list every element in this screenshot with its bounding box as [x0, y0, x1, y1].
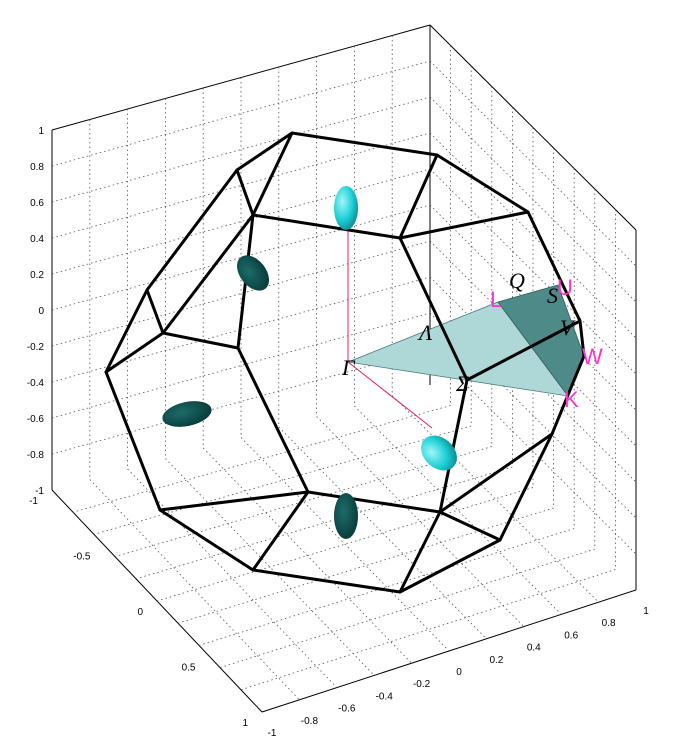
bottom-tick-label: -0.6 [338, 704, 356, 715]
grid-line [391, 395, 599, 603]
bottom-tick-label: 0.2 [489, 655, 503, 666]
z-tick-label: -0.6 [27, 414, 45, 425]
v-label: V [560, 315, 576, 340]
z-tick-label: -0.8 [27, 450, 45, 461]
bottom-tick-label: -0.2 [413, 679, 431, 690]
grid-line [354, 405, 562, 615]
s-label: S [547, 283, 558, 308]
bottom-tick-label: 0.8 [602, 618, 616, 629]
point-l-label: L [490, 287, 502, 312]
pocket-left [162, 401, 212, 427]
grid-line [429, 348, 637, 555]
point-w-label: W [582, 344, 603, 369]
pocket-right [421, 435, 457, 471]
left-tick-label: 0.5 [182, 663, 196, 674]
left-axis-ticks: -1 -0.5 0 0.5 1 [29, 496, 248, 729]
bottom-tick-label: 0.4 [527, 643, 541, 654]
lambda-label: Λ [417, 320, 433, 345]
bottom-axis-ticks: -1 -0.8 -0.6 -0.4 -0.2 0 0.2 0.4 0.6 0.8 1 [268, 606, 650, 739]
pocket-top [334, 186, 358, 230]
grid-line [240, 437, 450, 652]
grid-line [177, 507, 554, 624]
grid-line [165, 458, 375, 676]
pocket-upper-left [236, 255, 270, 291]
bottom-tick-label: 1 [643, 606, 649, 617]
sigma-label: Σ [455, 371, 469, 396]
z-axis-ticks: 1 0.8 0.6 0.4 0.2 0 -0.2 -0.4 -0.6 -0.8 -1 [27, 126, 45, 497]
grid-line [429, 312, 637, 519]
gamma-label: Γ [341, 355, 356, 380]
z-tick-label: -0.4 [27, 378, 45, 389]
grid-line [89, 479, 300, 701]
z-tick-label: 0.2 [30, 270, 44, 281]
bottom-tick-label: -1 [268, 728, 277, 739]
grid-line [127, 468, 338, 688]
z-tick-label: 0.4 [30, 234, 44, 245]
z-tick-label: 1 [38, 126, 44, 137]
z-tick-label: -0.2 [27, 342, 45, 353]
point-u-label: U [557, 275, 573, 300]
bottom-tick-label: -0.8 [301, 716, 319, 727]
gamma-axes [347, 228, 433, 429]
grid-line [202, 447, 412, 664]
grid-line [240, 569, 616, 691]
symmetry-point-labels: L U W K [490, 275, 603, 412]
q-label: Q [509, 268, 525, 293]
gamma-axis-diag [347, 361, 433, 429]
bottom-tick-label: 0 [456, 667, 462, 678]
left-tick-label: 1 [242, 718, 248, 729]
symmetry-line-labels: Γ Λ Σ Q S V [341, 268, 576, 396]
grid-line [198, 528, 575, 646]
z-tick-label: 0 [38, 306, 44, 317]
fermi-pockets [162, 186, 457, 539]
left-tick-label: -1 [29, 496, 38, 507]
z-tick-label: 0.8 [30, 162, 44, 173]
point-k-label: K [564, 387, 579, 412]
z-tick-label: -1 [35, 486, 44, 497]
left-tick-label: 0 [137, 607, 143, 618]
bottom-tick-label: 0.6 [564, 630, 578, 641]
bottom-tick-label: -0.4 [376, 691, 394, 702]
pocket-bottom [334, 493, 358, 539]
z-tick-label: 0.6 [30, 198, 44, 209]
left-tick-label: -0.5 [73, 552, 91, 563]
